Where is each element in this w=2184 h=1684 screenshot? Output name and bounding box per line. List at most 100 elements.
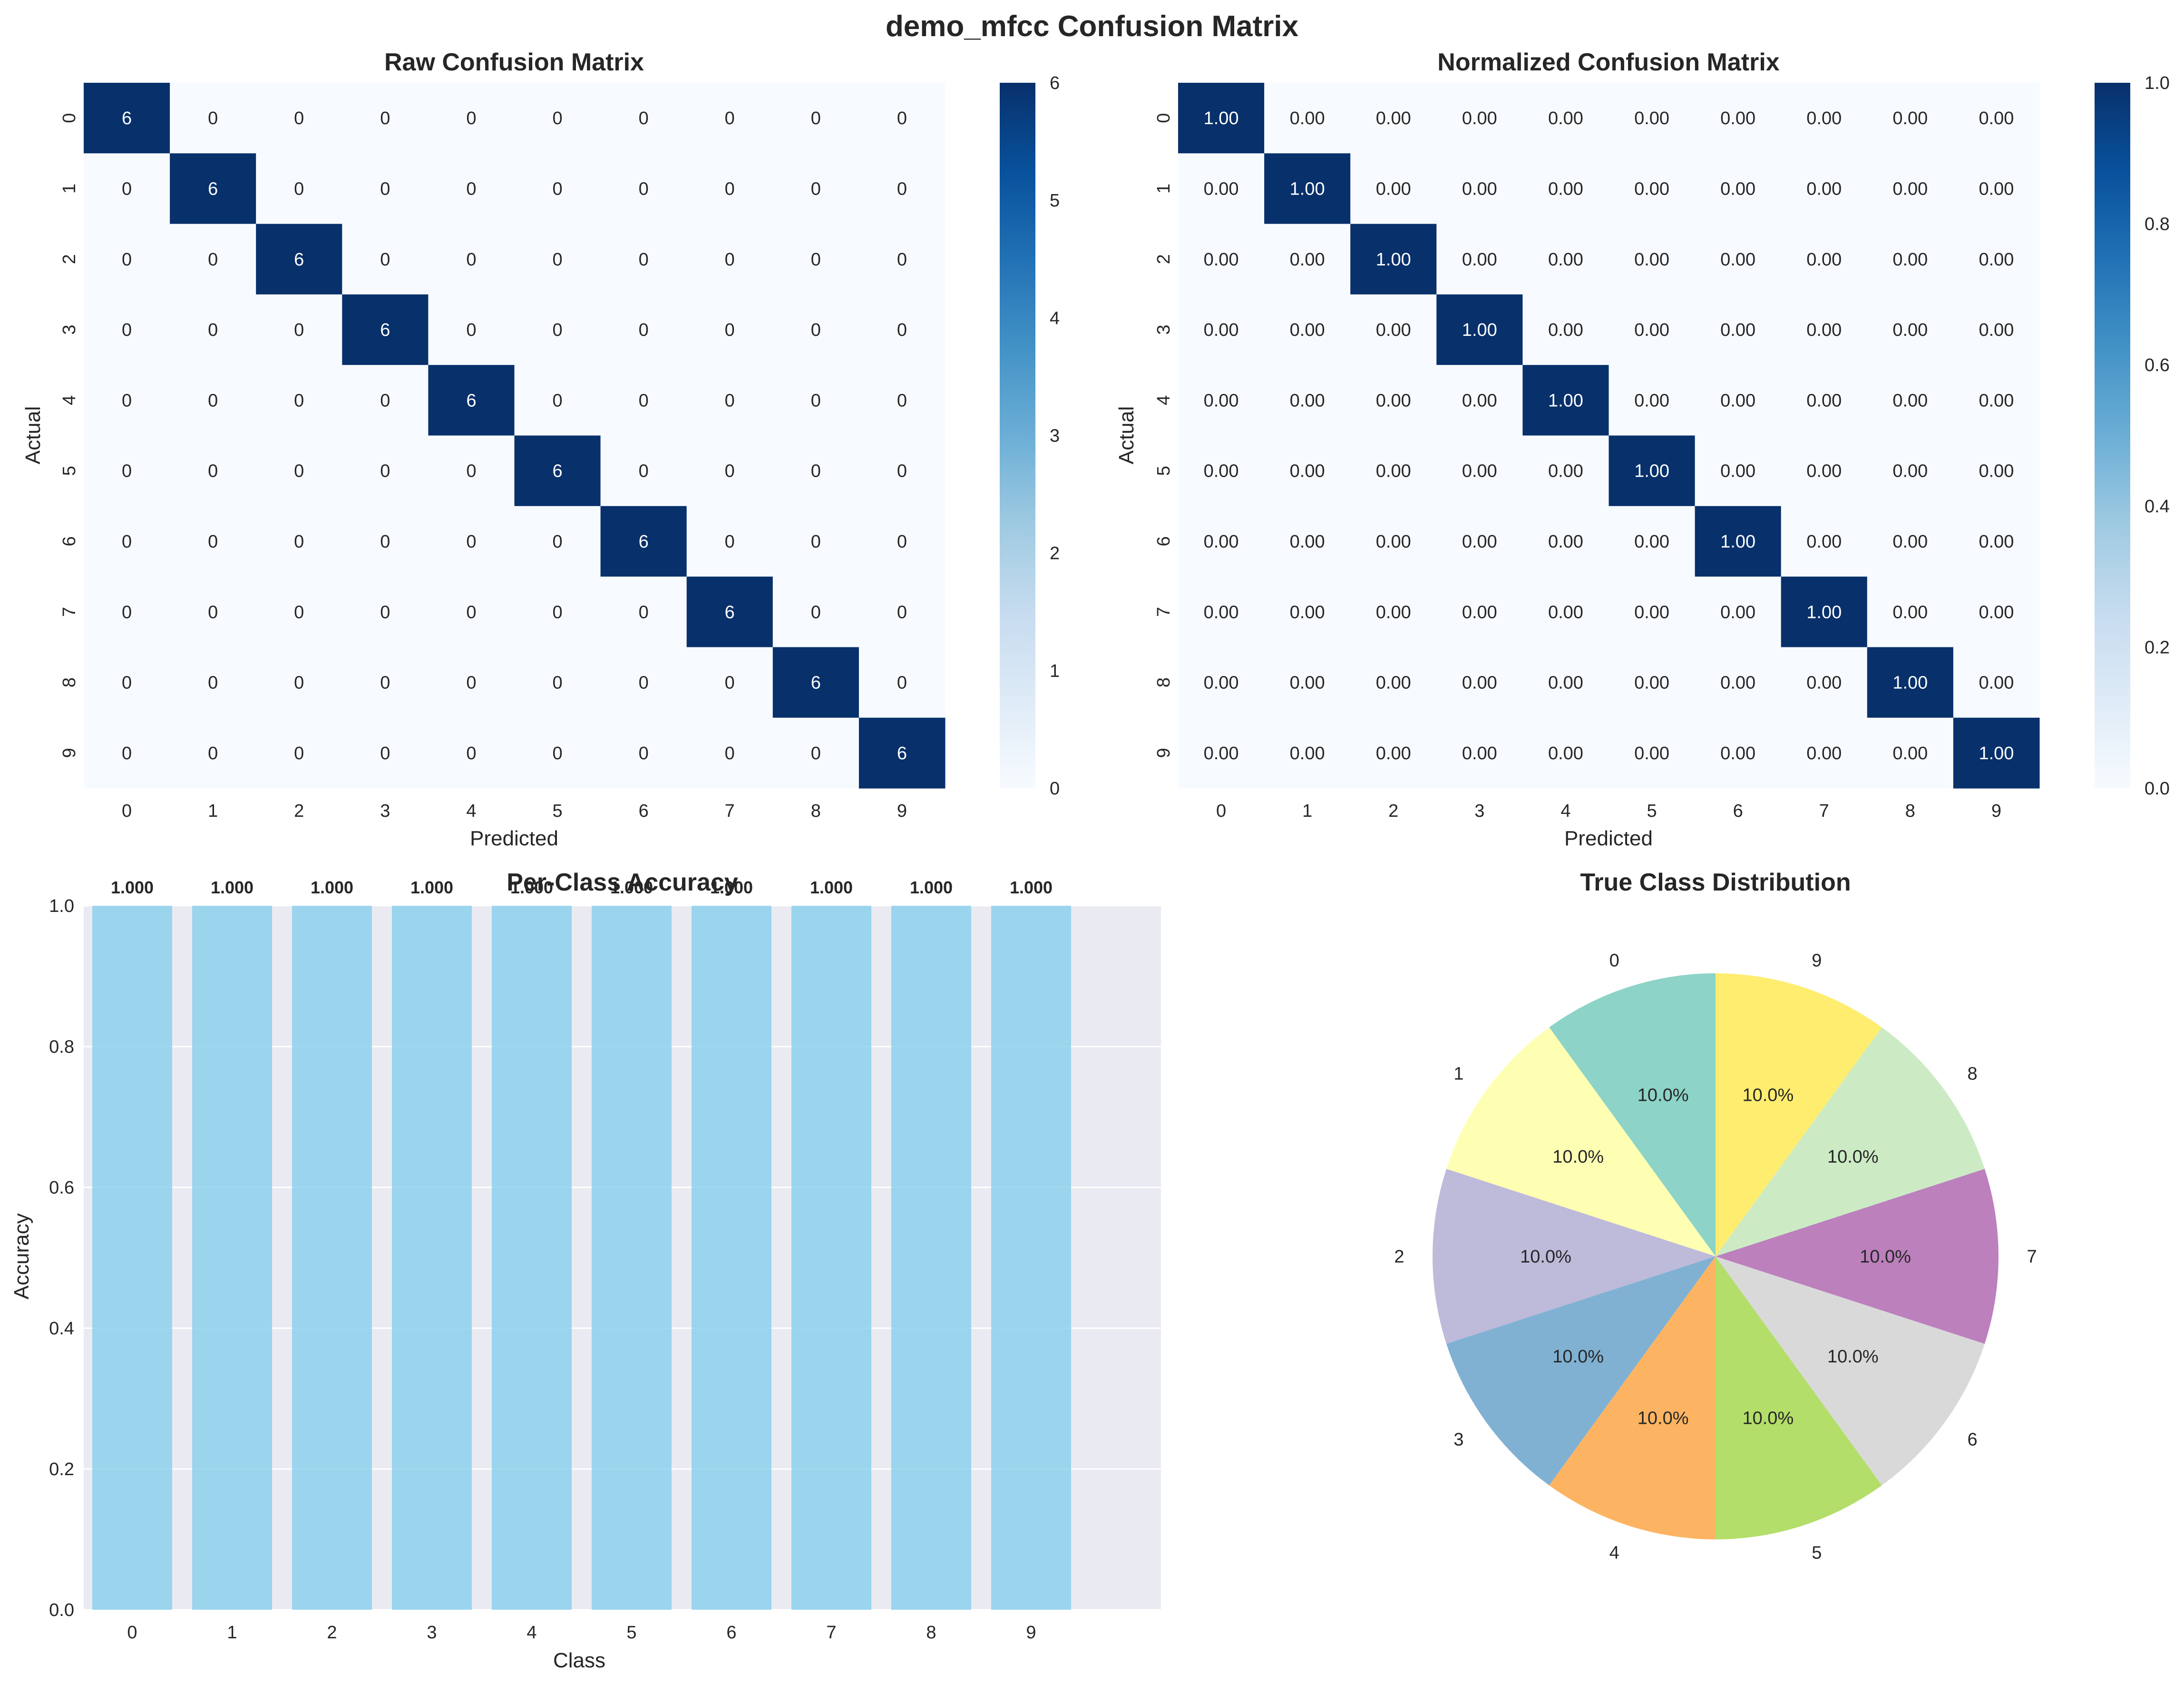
x-tick-label: 6 [726,1623,736,1643]
heatmap-cell [428,435,515,507]
accuracy-bar [192,906,272,1610]
x-tick-label: 9 [897,801,907,821]
heatmap-cell-label: 0.00 [1720,744,1755,764]
heatmap-cell [342,224,429,295]
pie-slice [1716,1169,1999,1344]
heatmap-cell-label: 0.00 [1892,532,1928,552]
heatmap-cell [1436,577,1523,647]
heatmap-cell-label: 0 [466,461,476,481]
heatmap-cell-label: 0 [639,744,649,764]
heatmap-cell [1264,224,1351,295]
heatmap-cell-label: 0 [897,673,907,693]
true-class-distribution-panel: True Class Distribution 0 10.0% 1 10.0% 2 10.… [1394,869,2037,1563]
heatmap-cell [514,647,601,718]
heatmap-cell [1953,224,2040,295]
heatmap-cell [600,647,687,718]
colorbar-tick-label: 0.0 [2145,779,2170,799]
y-tick-label: 0 [59,113,79,123]
colorbar-tick-label: 0 [1050,779,1060,799]
heatmap-cell-label: 0 [466,744,476,764]
heatmap-cell [1522,365,1609,436]
heatmap-cell-label: 0.00 [1462,179,1497,199]
x-tick-label: 8 [1905,801,1915,821]
heatmap-cell [1609,435,1696,507]
heatmap-cell [1695,224,1782,295]
heatmap-cell-label: 0.00 [1806,320,1842,340]
heatmap-cell [170,577,256,647]
heatmap-cell-label: 0.00 [1376,532,1411,552]
heatmap-cell-label: 0 [639,602,649,622]
heatmap-cell-label: 0.00 [1290,532,1325,552]
heatmap-cell-label: 0 [294,461,304,481]
heatmap-cell [342,717,429,789]
accuracy-bar [392,906,472,1610]
heatmap-cell [256,717,342,789]
heatmap-cell [1522,577,1609,647]
heatmap-cell-label: 1.00 [1892,673,1928,693]
raw-matrix-ylabel: Actual [21,406,45,464]
heatmap-cell [1867,365,1954,436]
heatmap-cell-label: 0 [208,461,218,481]
heatmap-cell-label: 0.00 [1462,108,1497,128]
heatmap-cell [170,435,256,507]
heatmap-cell-label: 0 [122,179,132,199]
heatmap-cell-label: 0.00 [1892,391,1928,411]
heatmap-cell-label: 0.00 [1548,179,1583,199]
heatmap-cell-label: 0 [811,179,821,199]
heatmap-cell [1609,365,1696,436]
heatmap-cell-label: 0 [122,744,132,764]
bar-value-label: 1.000 [510,878,553,897]
heatmap-cell [1695,435,1782,507]
heatmap-cell [1609,577,1696,647]
heatmap-cell [1264,83,1351,154]
heatmap-cell-label: 0.00 [1376,179,1411,199]
accuracy-bar [692,906,771,1610]
heatmap-cell [858,506,946,577]
y-tick-label: 6 [1154,536,1174,546]
heatmap-cell-label: 0 [294,673,304,693]
heatmap-cell-label: 0 [552,532,562,552]
x-tick-label: 1 [1302,801,1312,821]
heatmap-cell [600,365,687,436]
heatmap-cell [1436,506,1523,577]
heatmap-cell-label: 0.00 [1290,461,1325,481]
heatmap-cell [1609,506,1696,577]
heatmap-cell-label: 0.00 [1720,391,1755,411]
heatmap-cell-label: 0.00 [1462,391,1497,411]
heatmap-cell-label: 6 [208,179,218,199]
heatmap-cell [1350,153,1437,225]
accuracy-ylabel: Accuracy [10,1214,33,1300]
heatmap-cell [256,83,342,154]
heatmap-cell-label: 0.00 [1979,250,2014,270]
heatmap-cell [1522,647,1609,718]
heatmap-cell-label: 0.00 [1204,602,1239,622]
heatmap-cell [1436,717,1523,789]
heatmap-cell-label: 0 [552,108,562,128]
pie-percent-label: 10.0% [1860,1247,1911,1267]
pie-slice [1716,1027,1985,1256]
heatmap-cell-label: 0 [294,108,304,128]
heatmap-cell [1264,717,1351,789]
heatmap-cell-label: 0.00 [1548,250,1583,270]
heatmap-cell-label: 0.00 [1290,602,1325,622]
heatmap-cell-label: 0.00 [1979,532,2014,552]
bar-value-label: 1.000 [610,878,653,897]
heatmap-cell-label: 0.00 [1462,744,1497,764]
heatmap-cell-label: 0 [294,320,304,340]
heatmap-cell-label: 0 [466,179,476,199]
colorbar-tick-label: 0.2 [2145,637,2170,657]
colorbar [1000,83,1035,788]
x-tick-label: 1 [227,1623,237,1643]
heatmap-cell [1350,294,1437,365]
heatmap-cell [1953,435,2040,507]
heatmap-cell-label: 0 [897,461,907,481]
bar-value-label: 1.000 [111,878,154,897]
heatmap-cell [514,153,601,225]
heatmap-cell [858,224,946,295]
raw-confusion-matrix-panel: Raw Confusion Matrix Predicted Actual 6 0… [21,49,1060,850]
heatmap-cell [342,506,429,577]
heatmap-cell [1350,224,1437,295]
heatmap-cell-label: 0 [208,532,218,552]
heatmap-cell-label: 6 [380,320,390,340]
heatmap-cell [342,577,429,647]
